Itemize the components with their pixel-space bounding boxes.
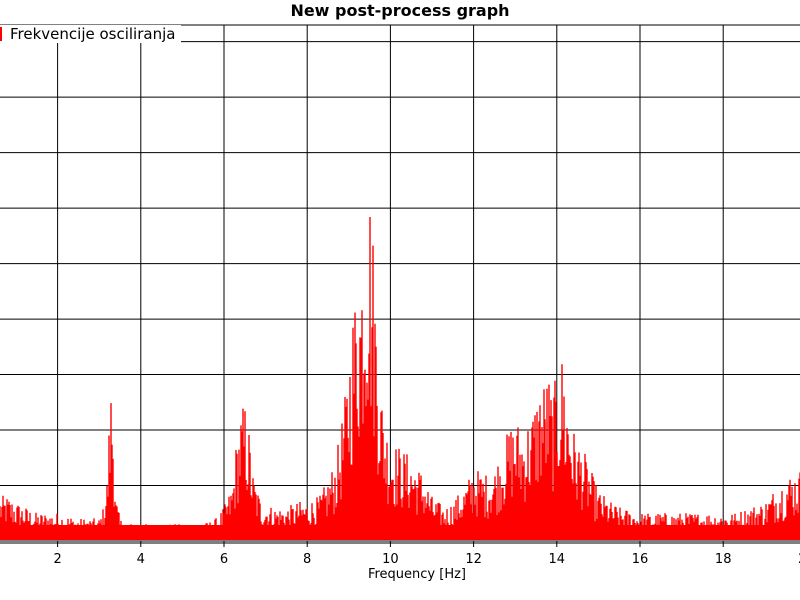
x-tick-label: 18 [715, 552, 732, 567]
x-tick-label: 2 [53, 552, 61, 567]
x-tick-label: 16 [632, 552, 649, 567]
x-ticks: 2 4 6 8 10 12 14 16 18 20 [53, 541, 800, 567]
legend-swatch [0, 27, 2, 41]
x-axis-title: Frequency [Hz] [367, 567, 467, 582]
chart-title: New post-process graph [290, 1, 510, 20]
spectrum-bars [0, 217, 800, 541]
x-tick-label: 12 [465, 552, 482, 567]
x-tick-label: 6 [220, 552, 228, 567]
x-tick-label: 20 [798, 552, 800, 567]
series-spectrum [0, 217, 800, 541]
legend: Frekvencije osciliranja [0, 25, 182, 43]
x-tick-label: 10 [382, 552, 399, 567]
x-tick-label: 4 [137, 552, 145, 567]
x-tick-label: 14 [549, 552, 566, 567]
y-grid [0, 41, 800, 486]
x-tick-label: 8 [303, 552, 311, 567]
legend-label: Frekvencije osciliranja [10, 25, 176, 43]
x-grid [57, 25, 724, 541]
spectrum-floor [0, 525, 800, 541]
